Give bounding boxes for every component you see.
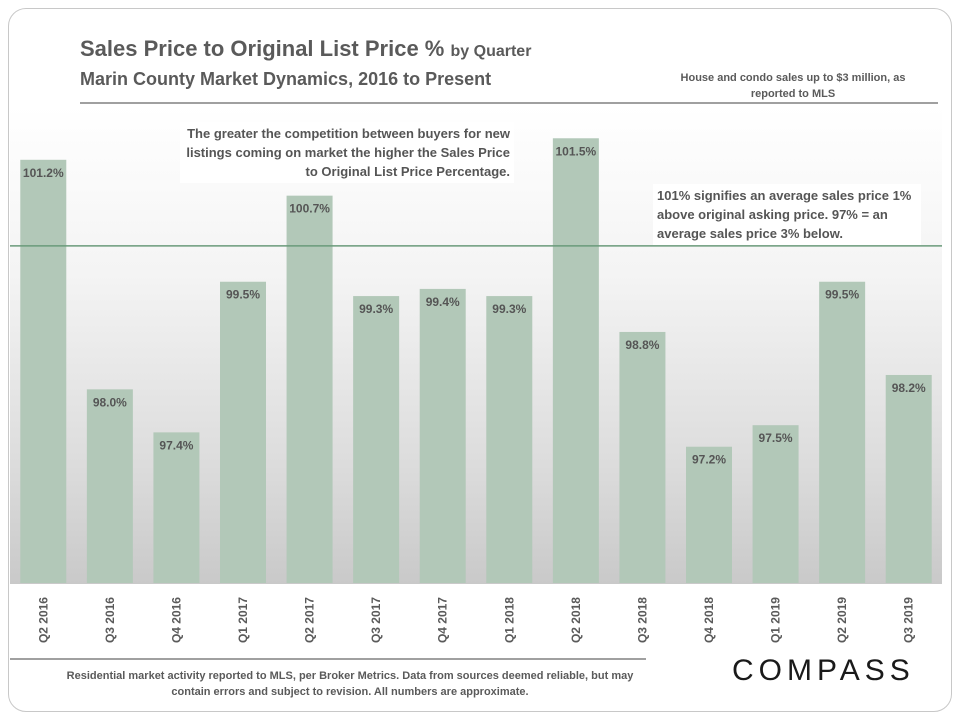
data-label: 97.4% [159, 438, 193, 452]
x-tick-label: Q4 2016 [169, 597, 183, 643]
bar-q4-2016 [153, 432, 200, 583]
bar-q4-2017 [419, 288, 466, 583]
chart-title: Sales Price to Original List Price % by … [80, 36, 531, 62]
compass-logo: COMPASS [732, 654, 915, 687]
x-tick-label: Q2 2019 [835, 597, 849, 643]
x-tick-label: Q3 2017 [369, 597, 383, 643]
competition-annotation: The greater the competition between buye… [180, 122, 514, 183]
data-label: 98.8% [625, 338, 659, 352]
bar-q1-2019 [752, 425, 799, 583]
data-label: 98.0% [93, 395, 127, 409]
chart-title-suffix: by Quarter [450, 43, 532, 60]
x-tick-label: Q2 2016 [36, 597, 50, 643]
x-tick-label: Q4 2018 [702, 597, 716, 643]
data-label: 100.7% [289, 202, 330, 216]
footer-divider [10, 658, 646, 660]
bar-q1-2017 [220, 281, 266, 583]
data-label: 98.2% [892, 381, 926, 395]
bar-q2-2016 [20, 159, 67, 583]
x-tick-label: Q4 2017 [436, 597, 450, 643]
percentage-meaning-annotation: 101% signifies an average sales price 1%… [653, 184, 921, 245]
data-label: 99.5% [226, 288, 260, 302]
x-tick-label: Q2 2018 [569, 597, 583, 643]
x-tick-label: Q2 2017 [303, 597, 317, 643]
bar-q2-2017 [286, 195, 333, 583]
data-label: 99.3% [492, 302, 526, 316]
data-label: 99.4% [426, 295, 460, 309]
header-divider [80, 102, 938, 104]
chart-subtitle: Marin County Market Dynamics, 2016 to Pr… [80, 69, 492, 89]
data-scope-note: House and condo sales up to $3 million, … [680, 72, 906, 100]
data-label: 99.3% [359, 302, 393, 316]
x-tick-label: Q1 2017 [236, 597, 250, 643]
x-tick-label: Q3 2016 [103, 597, 117, 643]
chart-title-main: Sales Price to Original List Price % [80, 36, 445, 61]
x-tick-label: Q1 2018 [502, 597, 516, 643]
data-label: 101.2% [23, 166, 64, 180]
data-label: 97.2% [692, 453, 726, 467]
bar-q3-2018 [619, 331, 666, 583]
data-label: 99.5% [825, 288, 859, 302]
bar-q3-2016 [86, 389, 133, 583]
x-tick-label: Q3 2018 [635, 597, 649, 643]
bar-q2-2018 [552, 138, 599, 583]
bar-q2-2019 [819, 281, 866, 583]
footer-disclaimer: Residential market activity reported to … [66, 670, 634, 698]
bar-q4-2018 [686, 446, 732, 583]
x-tick-label: Q1 2019 [769, 597, 783, 643]
x-tick-label: Q3 2019 [902, 597, 916, 643]
data-label: 101.5% [556, 144, 597, 158]
bar-q3-2019 [885, 374, 932, 583]
data-label: 97.5% [759, 431, 793, 445]
bar-q1-2018 [486, 296, 533, 583]
bar-q3-2017 [353, 296, 400, 583]
